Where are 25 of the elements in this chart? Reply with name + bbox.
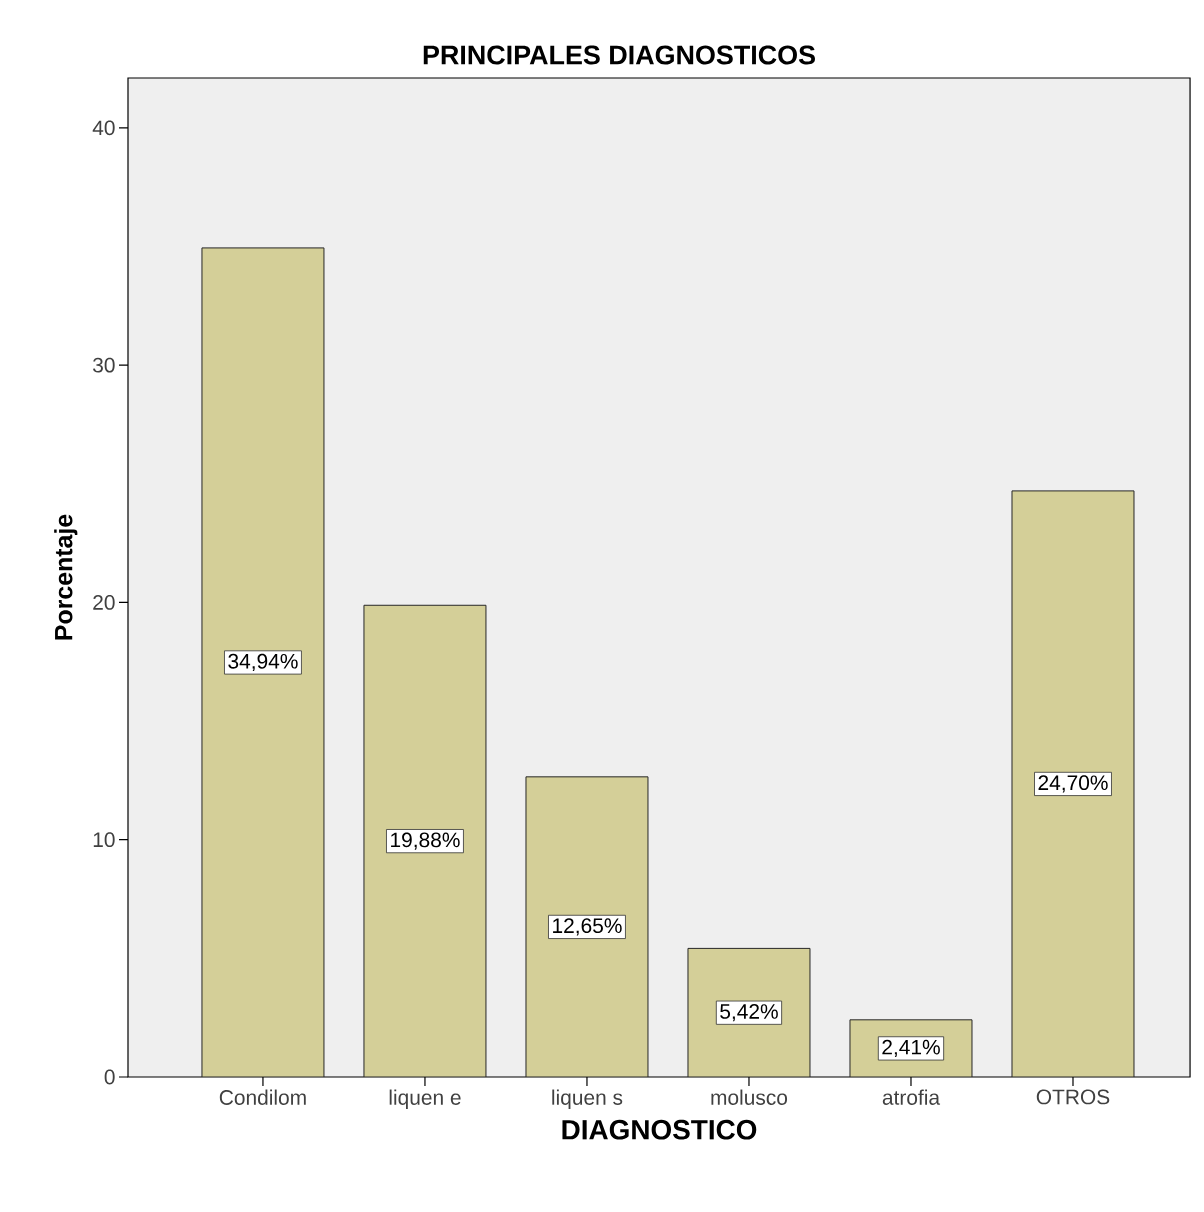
x-tick-label: OTROS [1036, 1089, 1110, 1105]
y-tick-label: 10 [93, 832, 115, 848]
bar [525, 776, 648, 1077]
data-label: 5,42% [720, 1004, 778, 1022]
x-axis-title: DIAGNOSTICO [562, 1119, 757, 1140]
bar [1011, 490, 1135, 1077]
data-label: 19,88% [391, 832, 460, 850]
y-tick-label: 20 [93, 595, 115, 610]
x-tick-label: molusco [711, 1089, 788, 1105]
chart-title: PRINCIPALES DIAGNOSTICOS [423, 45, 815, 65]
bar [687, 948, 810, 1077]
data-label: 24,70% [1038, 775, 1108, 793]
data-label: 2,41% [882, 1039, 940, 1058]
y-tick-label: 30 [93, 357, 115, 373]
x-tick-label: liquen e [389, 1089, 461, 1110]
x-tick-label: liquen s [552, 1089, 623, 1110]
y-axis-title: Porcentaje [54, 514, 78, 640]
bar [363, 605, 486, 1077]
data-label: 12,65% [553, 918, 622, 936]
x-tick-label: Condilom [219, 1089, 306, 1105]
x-tick-label: atrofia [882, 1089, 941, 1105]
y-tick-label: 40 [92, 120, 115, 136]
y-tick-label: 0 [104, 1069, 115, 1085]
bar [201, 247, 324, 1077]
data-label: 34,94% [228, 653, 298, 672]
